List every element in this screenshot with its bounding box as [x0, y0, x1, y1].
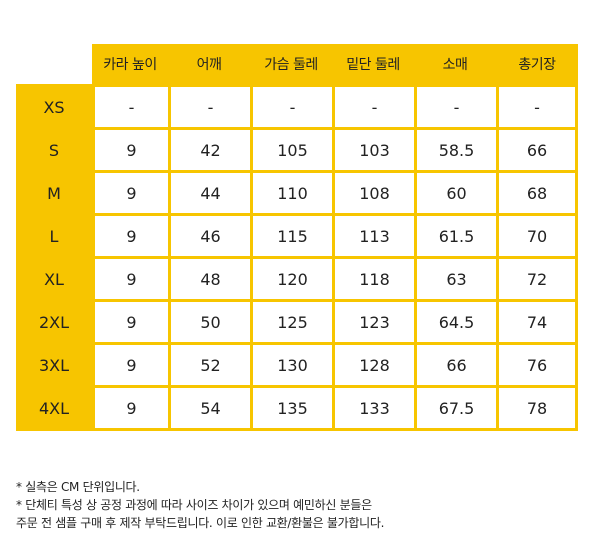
size-label: L — [16, 213, 92, 256]
measurement-cell: - — [168, 84, 250, 127]
table-row: XS - - - - - - — [16, 84, 578, 127]
table-row: S 9 42 105 103 58.5 66 — [16, 127, 578, 170]
size-label: XS — [16, 84, 92, 127]
measurement-cell: 123 — [332, 299, 414, 342]
measurement-cell: 9 — [92, 299, 168, 342]
size-chart-table: 카라 높이 어깨 가슴 둘레 밑단 둘레 소매 총기장 XS - - - - - - S 9 42… — [16, 44, 578, 431]
note-line: 주문 전 샘플 구매 후 제작 부탁드립니다. 이로 인한 교환/환불은 불가합… — [16, 516, 385, 530]
measurement-cell: 108 — [332, 170, 414, 213]
size-label: 2XL — [16, 299, 92, 342]
column-header: 카라 높이 — [92, 44, 168, 84]
measurement-cell: 113 — [332, 213, 414, 256]
measurement-cell: 9 — [92, 127, 168, 170]
measurement-cell: 70 — [496, 213, 578, 256]
measurement-cell: - — [332, 84, 414, 127]
measurement-cell: 44 — [168, 170, 250, 213]
measurement-cell: 58.5 — [414, 127, 496, 170]
measurement-cell: 52 — [168, 342, 250, 385]
measurement-cell: 61.5 — [414, 213, 496, 256]
size-label: M — [16, 170, 92, 213]
measurement-cell: 9 — [92, 213, 168, 256]
measurement-cell: 68 — [496, 170, 578, 213]
measurement-cell: 50 — [168, 299, 250, 342]
column-header: 어깨 — [168, 44, 250, 84]
measurement-cell: 78 — [496, 385, 578, 431]
measurement-cell: - — [92, 84, 168, 127]
measurement-cell: 105 — [250, 127, 332, 170]
measurement-cell: 46 — [168, 213, 250, 256]
measurement-cell: - — [496, 84, 578, 127]
measurement-cell: 42 — [168, 127, 250, 170]
notes: * 실측은 CM 단위입니다. * 단체티 특성 상 공정 과정에 따라 사이즈… — [16, 478, 384, 532]
measurement-cell: - — [250, 84, 332, 127]
table-row: L 9 46 115 113 61.5 70 — [16, 213, 578, 256]
measurement-cell: 110 — [250, 170, 332, 213]
measurement-cell: 135 — [250, 385, 332, 431]
measurement-cell: 9 — [92, 342, 168, 385]
measurement-cell: 128 — [332, 342, 414, 385]
note-line: * 실측은 CM 단위입니다. — [16, 480, 140, 494]
table-row: XL 9 48 120 118 63 72 — [16, 256, 578, 299]
measurement-cell: 76 — [496, 342, 578, 385]
table-row: 4XL 9 54 135 133 67.5 78 — [16, 385, 578, 431]
column-header: 총기장 — [496, 44, 578, 84]
measurement-cell: 66 — [496, 127, 578, 170]
measurement-cell: 74 — [496, 299, 578, 342]
measurement-cell: 66 — [414, 342, 496, 385]
measurement-cell: 54 — [168, 385, 250, 431]
measurement-cell: 64.5 — [414, 299, 496, 342]
table-row: 3XL 9 52 130 128 66 76 — [16, 342, 578, 385]
measurement-cell: 125 — [250, 299, 332, 342]
measurement-cell: 120 — [250, 256, 332, 299]
size-label: S — [16, 127, 92, 170]
header-row: 카라 높이 어깨 가슴 둘레 밑단 둘레 소매 총기장 — [16, 44, 578, 84]
table-body: XS - - - - - - S 9 42 105 103 58.5 66 M 9 44 110 108 60 68 L 9… — [16, 84, 578, 431]
measurement-cell: 9 — [92, 170, 168, 213]
measurement-cell: 9 — [92, 256, 168, 299]
size-label: 4XL — [16, 385, 92, 431]
column-header: 가슴 둘레 — [250, 44, 332, 84]
size-label: 3XL — [16, 342, 92, 385]
column-header: 소매 — [414, 44, 496, 84]
measurement-cell: 60 — [414, 170, 496, 213]
measurement-cell: - — [414, 84, 496, 127]
table-row: M 9 44 110 108 60 68 — [16, 170, 578, 213]
measurement-cell: 133 — [332, 385, 414, 431]
column-header: 밑단 둘레 — [332, 44, 414, 84]
measurement-cell: 130 — [250, 342, 332, 385]
note-line: * 단체티 특성 상 공정 과정에 따라 사이즈 차이가 있으며 예민하신 분들… — [16, 498, 372, 512]
header-corner — [16, 44, 92, 84]
measurement-cell: 48 — [168, 256, 250, 299]
size-label: XL — [16, 256, 92, 299]
measurement-cell: 103 — [332, 127, 414, 170]
measurement-cell: 72 — [496, 256, 578, 299]
measurement-cell: 67.5 — [414, 385, 496, 431]
measurement-cell: 9 — [92, 385, 168, 431]
measurement-cell: 115 — [250, 213, 332, 256]
measurement-cell: 118 — [332, 256, 414, 299]
table-row: 2XL 9 50 125 123 64.5 74 — [16, 299, 578, 342]
measurement-cell: 63 — [414, 256, 496, 299]
